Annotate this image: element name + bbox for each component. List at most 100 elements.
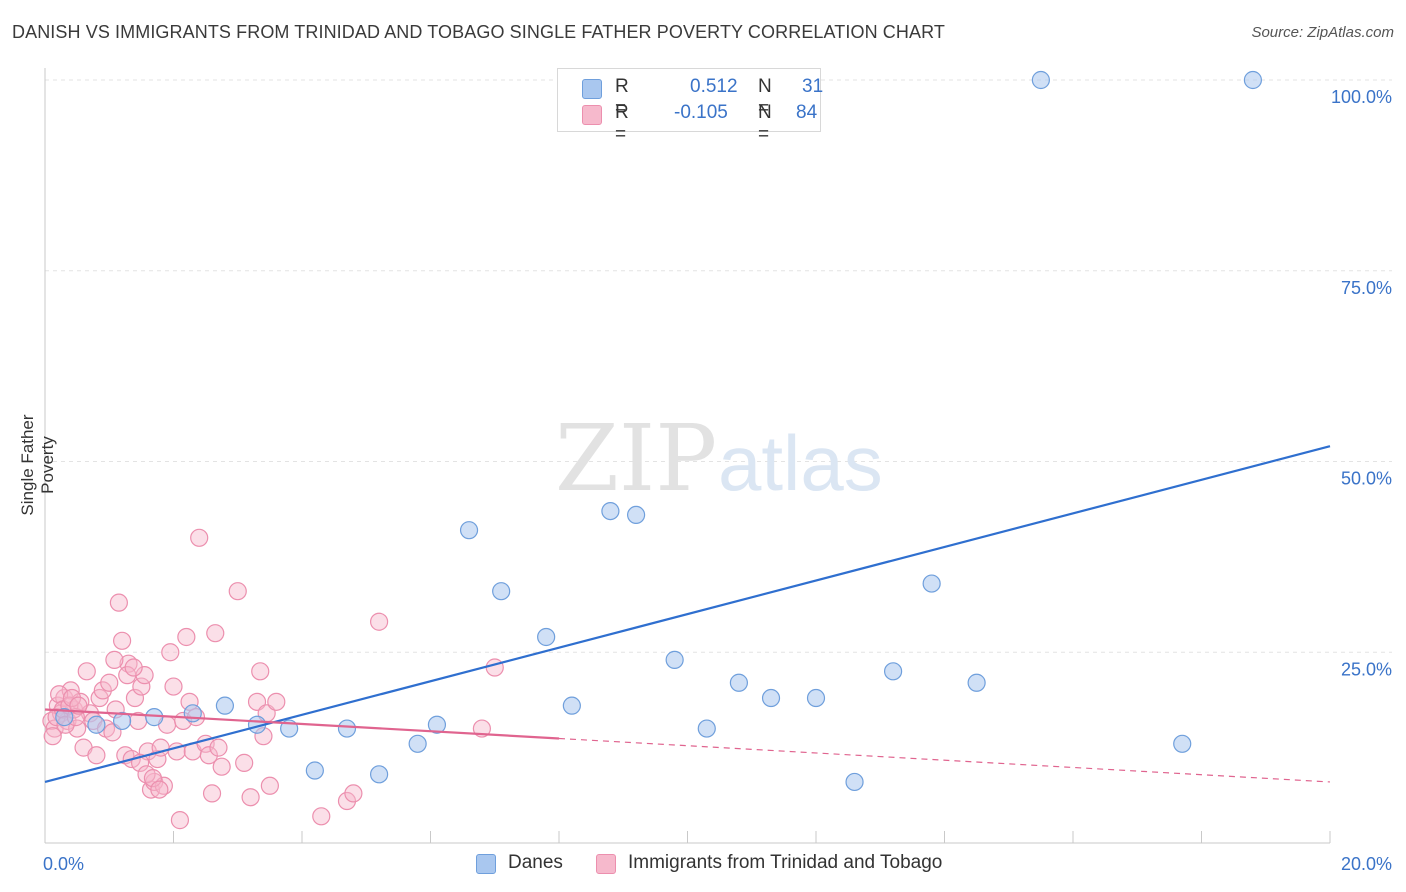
- data-point-danes: [601, 501, 620, 521]
- legend-r-value-trinidad: -0.105: [674, 102, 728, 123]
- data-point-trinidad: [125, 688, 145, 708]
- data-point-trinidad: [202, 784, 222, 803]
- data-point-danes: [215, 696, 234, 715]
- x-tick-label: 20.0%: [1341, 854, 1392, 874]
- watermark: ZIP atlas: [555, 405, 883, 512]
- data-point-trinidad: [241, 788, 260, 807]
- data-point-danes: [145, 708, 164, 727]
- data-point-trinidad: [209, 738, 228, 757]
- data-point-trinidad: [100, 673, 119, 692]
- data-point-trinidad: [109, 593, 128, 612]
- data-point-danes: [427, 715, 447, 734]
- data-point-trinidad: [43, 727, 62, 746]
- data-point-danes: [112, 711, 132, 731]
- trend-line-trinidad-extension: [558, 737, 1331, 783]
- bottom-legend-label-danes: Danes: [508, 852, 563, 873]
- legend-swatch-trinidad: [582, 105, 602, 125]
- y-tick-label: 25.0%: [1341, 659, 1392, 679]
- data-point-trinidad: [87, 746, 106, 765]
- data-point-trinidad: [124, 658, 143, 677]
- legend-swatch-danes: [582, 79, 602, 99]
- axes: [44, 68, 1331, 844]
- y-tick-label: 50.0%: [1341, 469, 1392, 489]
- bottom-legend-label-trinidad: Immigrants from Trinidad and Tobago: [628, 852, 943, 873]
- data-point-trinidad: [177, 627, 196, 647]
- bottom-legend-swatch-trinidad: [596, 854, 616, 874]
- data-point-trinidad: [251, 662, 270, 681]
- data-point-danes: [665, 650, 684, 669]
- legend-n-value-trinidad: 84: [796, 102, 818, 123]
- grid-lines: [45, 79, 1392, 653]
- data-point-trinidad: [69, 696, 88, 715]
- data-point-trinidad: [337, 791, 357, 811]
- data-point-trinidad: [312, 807, 331, 826]
- y-axis-label: Single Father Poverty: [18, 414, 57, 516]
- data-point-danes: [305, 761, 324, 780]
- data-point-danes: [967, 673, 986, 692]
- data-point-trinidad: [118, 666, 137, 685]
- y-tick-label: 75.0%: [1341, 278, 1392, 298]
- data-point-danes: [845, 772, 864, 792]
- data-point-trinidad: [77, 662, 96, 681]
- data-point-danes: [459, 521, 479, 540]
- bottom-legend-swatch-danes: [476, 854, 496, 874]
- data-point-danes: [1243, 70, 1263, 90]
- watermark-atlas: atlas: [718, 419, 883, 507]
- trend-line-danes: [44, 445, 1331, 784]
- legend-n-label: N =: [758, 76, 772, 119]
- data-point-danes: [761, 688, 781, 708]
- x-tick-label: 0.0%: [43, 854, 84, 874]
- data-point-trinidad: [267, 692, 286, 711]
- legend-r-label: R =: [615, 102, 629, 145]
- data-point-trinidad: [212, 757, 231, 776]
- data-point-trinidad: [150, 780, 169, 799]
- correlation-legend: R = 0.512 N = 31 R = -0.105 N = 84: [557, 68, 824, 145]
- legend-r-value-danes: 0.512: [690, 76, 738, 97]
- data-point-danes: [806, 688, 826, 708]
- data-point-trinidad: [199, 746, 218, 765]
- data-point-trinidad: [170, 811, 190, 830]
- data-point-trinidad: [105, 650, 124, 669]
- data-point-trinidad: [235, 753, 254, 772]
- data-point-trinidad: [206, 624, 225, 643]
- data-point-danes: [697, 719, 716, 738]
- data-point-danes: [55, 708, 74, 727]
- data-point-trinidad: [93, 681, 112, 700]
- data-point-trinidad: [485, 658, 504, 677]
- legend-r-label: R =: [615, 76, 629, 119]
- chart-title: DANISH VS IMMIGRANTS FROM TRINIDAD AND T…: [12, 22, 945, 42]
- data-point-danes: [337, 719, 357, 738]
- data-point-danes: [370, 765, 389, 784]
- data-point-danes: [922, 574, 941, 593]
- data-point-danes: [537, 627, 556, 647]
- y-tick-label: 100.0%: [1331, 87, 1392, 107]
- data-point-trinidad: [112, 631, 132, 650]
- legend-n-label: N =: [758, 102, 772, 145]
- trend-lines: [44, 445, 1331, 784]
- data-point-danes: [883, 662, 903, 681]
- watermark-zip: ZIP: [555, 405, 717, 512]
- data-point-danes: [729, 673, 749, 692]
- data-point-trinidad: [132, 677, 151, 696]
- data-point-trinidad: [344, 784, 363, 803]
- data-point-trinidad: [164, 677, 183, 696]
- data-point-danes: [492, 582, 511, 601]
- source-label: Source: ZipAtlas.com: [1251, 24, 1394, 41]
- series-trinidad-points: [42, 528, 504, 830]
- data-point-trinidad: [190, 528, 209, 547]
- data-point-danes: [562, 696, 581, 715]
- data-point-trinidad: [370, 612, 389, 631]
- legend-n-value-danes: 31: [802, 76, 824, 97]
- trend-line-trinidad: [44, 708, 560, 740]
- data-point-trinidad: [143, 769, 163, 788]
- data-point-danes: [408, 734, 427, 753]
- data-point-danes: [87, 715, 106, 734]
- data-point-danes: [626, 505, 646, 525]
- data-point-danes: [1031, 70, 1050, 90]
- data-point-trinidad: [228, 582, 247, 601]
- data-point-trinidad: [62, 688, 82, 708]
- data-point-trinidad: [260, 776, 279, 795]
- tick-labels: 25.0% 50.0% 75.0% 100.0% 0.0% 20.0%: [43, 87, 1392, 874]
- data-point-trinidad: [161, 643, 180, 662]
